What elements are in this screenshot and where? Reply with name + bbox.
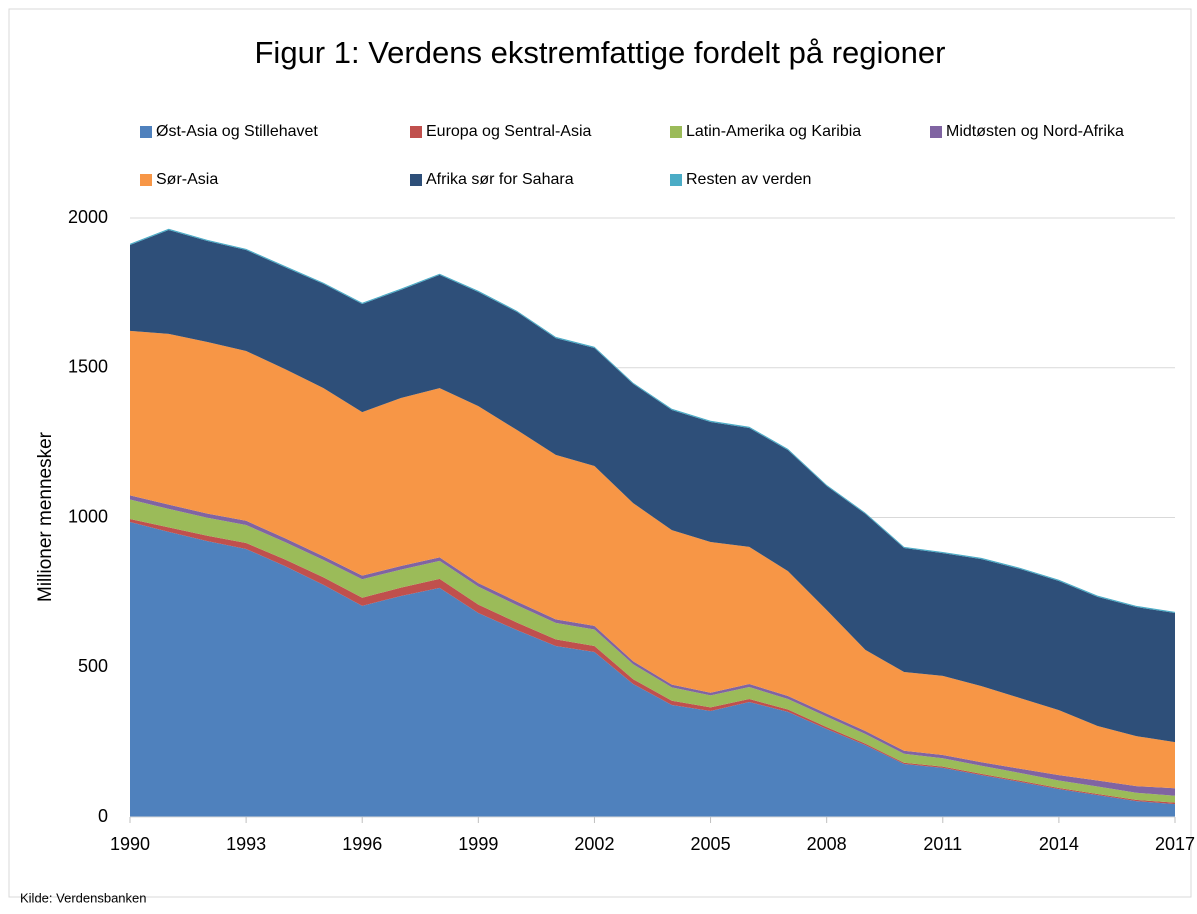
x-tick-label: 2014 — [1039, 834, 1079, 854]
legend-swatch — [410, 126, 422, 138]
legend-label: Europa og Sentral-Asia — [426, 123, 592, 140]
x-tick-label: 1990 — [110, 834, 150, 854]
x-tick-label: 1996 — [342, 834, 382, 854]
x-tick-label: 2017 — [1155, 834, 1195, 854]
y-axis-label: Millioner mennesker — [35, 431, 56, 602]
legend-swatch — [140, 174, 152, 186]
area — [130, 229, 1175, 743]
y-tick-label: 1500 — [68, 357, 108, 377]
x-tick-label: 2005 — [691, 834, 731, 854]
area — [130, 518, 1175, 805]
legend-label: Resten av verden — [686, 171, 811, 188]
legend-label: Latin-Amerika og Karibia — [686, 123, 861, 140]
legend-label: Midtøsten og Nord-Afrika — [946, 123, 1124, 140]
legend-label: Øst-Asia og Stillehavet — [156, 123, 318, 140]
y-tick-label: 2000 — [68, 207, 108, 227]
x-tick-label: 1999 — [458, 834, 498, 854]
chart-title: Figur 1: Verdens ekstremfattige fordelt … — [255, 35, 946, 70]
legend-swatch — [140, 126, 152, 138]
x-tick-label: 1993 — [226, 834, 266, 854]
legend-swatch — [670, 126, 682, 138]
x-tick-label: 2011 — [923, 834, 962, 854]
area — [130, 330, 1175, 789]
y-tick-label: 1000 — [68, 506, 108, 526]
x-tick-label: 2008 — [807, 834, 847, 854]
legend-swatch — [930, 126, 942, 138]
area — [130, 495, 1175, 796]
x-tick-label: 2002 — [574, 834, 614, 854]
legend-label: Afrika sør for Sahara — [426, 171, 574, 188]
area — [130, 499, 1175, 803]
y-tick-label: 500 — [78, 656, 108, 676]
legend-swatch — [670, 174, 682, 186]
area — [130, 521, 1175, 817]
y-tick-label: 0 — [98, 806, 108, 826]
legend-swatch — [410, 174, 422, 186]
source-note: Kilde: Verdensbanken — [20, 890, 146, 905]
legend-label: Sør-Asia — [156, 171, 218, 188]
